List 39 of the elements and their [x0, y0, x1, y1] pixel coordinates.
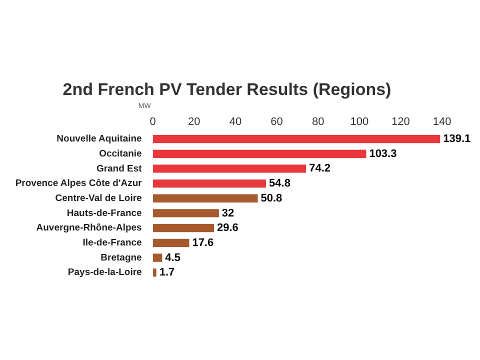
y-tick-label: Auvergne-Rhône-Alpes: [36, 222, 142, 234]
data-label: 50.8: [260, 192, 282, 204]
bar: [152, 268, 156, 277]
y-tick-label: Centre-Val de Loire: [55, 193, 142, 204]
x-tick-label: 100: [350, 116, 369, 128]
data-label: 74.2: [309, 162, 331, 175]
y-tick-label: Hauts-de-France: [66, 208, 142, 219]
data-label: 29.6: [216, 222, 238, 234]
x-tick-label: 0: [150, 116, 156, 128]
y-tick-label: Nouvelle Aquitaine: [56, 134, 142, 145]
y-tick-label: Bretagne: [100, 252, 142, 264]
y-tick-label: Provence Alpes Côte d'Azur: [15, 178, 142, 190]
bar: [152, 164, 306, 173]
x-tick-label: 120: [392, 116, 410, 128]
data-label: 17.6: [192, 236, 214, 249]
y-tick-label: Grand Est: [96, 163, 143, 174]
data-label: 54.8: [269, 178, 290, 190]
data-label: 103.3: [369, 148, 397, 160]
bar: [152, 134, 440, 144]
data-label: 1.7: [159, 266, 175, 279]
y-tick-label: Pays-de-la-Loire: [68, 267, 142, 278]
y-tick-label: Occitanie: [99, 148, 142, 160]
bar: [152, 194, 258, 202]
chart-title: 2nd French PV Tender Results (Regions): [62, 80, 392, 99]
bar: [152, 224, 214, 232]
x-tick-label: 20: [188, 116, 200, 128]
y-tick-label: Ile-de-France: [82, 238, 142, 249]
x-tick-label: 60: [270, 116, 283, 128]
bar: [152, 150, 366, 158]
data-label: 32: [222, 207, 234, 220]
x-tick-label: 140: [432, 116, 452, 128]
x-tick-label: 80: [312, 116, 324, 128]
bar: [152, 238, 190, 247]
data-label: 139.1: [443, 133, 471, 146]
bar: [152, 254, 162, 262]
bar: [152, 209, 219, 218]
bar: [152, 179, 266, 188]
x-tick-label: 40: [229, 116, 242, 128]
data-label: 4.5: [165, 252, 180, 264]
